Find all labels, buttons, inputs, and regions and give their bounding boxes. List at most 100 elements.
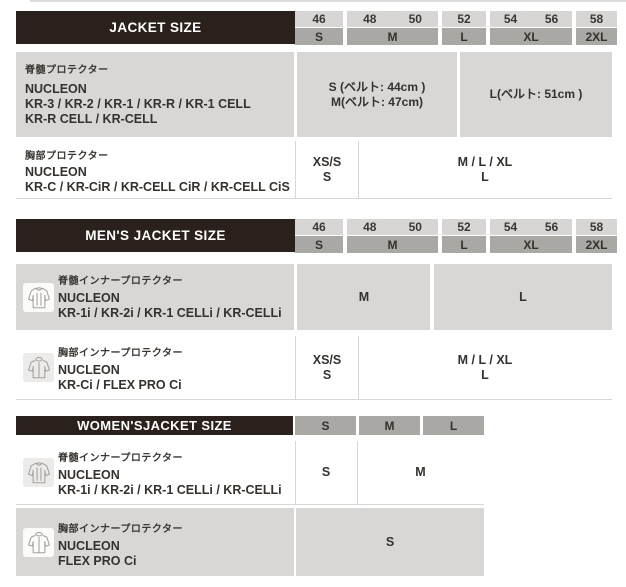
cell-divider: [295, 141, 296, 198]
cell-divider: [295, 336, 296, 399]
model-list: KR-C / KR-CiR / KR-CELL CiR / KR-CELL Ci…: [25, 180, 290, 194]
size-value: M: [415, 465, 426, 479]
s1-size-l: L: [442, 28, 486, 45]
jacket-back-icon: [23, 283, 54, 312]
cell-divider: [295, 441, 296, 504]
jacket-size-header: JACKET SIZE: [16, 11, 295, 44]
model-list: KR-3 / KR-2 / KR-1 / KR-R / KR-1 CELL: [25, 97, 251, 111]
size-value: S: [321, 465, 331, 479]
belt-size-m: M(ベルト: 47cm): [330, 94, 423, 109]
s2-num-48-50: 48 50: [347, 219, 438, 235]
spine-sm-size-cell: S (ベルト: 44cm ) M(ベルト: 47cm): [297, 52, 457, 137]
s2-size-l: L: [442, 236, 486, 253]
category-label: 胸部インナープロテクター: [58, 348, 183, 359]
cell-divider: [358, 141, 359, 198]
mens-spine-inner-label: 脊髄インナープロテクター NUCLEON KR-1i / KR-2i / KR-…: [58, 272, 282, 321]
cell-divider: [294, 264, 297, 330]
mens-spine-l-cell: L: [434, 264, 612, 330]
womens-jacket-size-title: WOMEN'SJACKET SIZE: [77, 418, 232, 433]
s2-num-46: 46: [295, 219, 343, 235]
chest-mlxl-cell: M / L / XL L: [358, 141, 612, 198]
category-label: 脊髄プロテクター: [25, 65, 109, 76]
s2-size-2xl: 2XL: [576, 236, 617, 253]
model-list: KR-1i / KR-2i / KR-1 CELLi / KR-CELLi: [58, 483, 282, 497]
s2-num-54-56: 54 56: [490, 219, 572, 235]
spine-protector-row: 脊髄プロテクター NUCLEON KR-3 / KR-2 / KR-1 / KR…: [16, 52, 612, 137]
brand-label: NUCLEON: [25, 82, 87, 96]
brand-label: NUCLEON: [58, 468, 120, 482]
size-value: S: [322, 169, 332, 184]
category-label: 脊髄インナープロテクター: [58, 453, 183, 464]
cell-divider: [294, 508, 296, 576]
size-value: M / L / XL: [457, 154, 513, 169]
category-label: 胸部プロテクター: [25, 151, 109, 162]
size-value: S: [322, 367, 332, 382]
size-value: L: [519, 289, 527, 304]
s1-num-52: 52: [442, 11, 486, 27]
womens-spine-m-cell: M: [357, 441, 484, 504]
cell-divider: [457, 52, 460, 137]
belt-size-s: S (ベルト: 44cm ): [328, 79, 426, 94]
s3-size-m: M: [359, 416, 420, 435]
model-list: KR-1i / KR-2i / KR-1 CELLi / KR-CELLi: [58, 306, 282, 320]
jacket-size-title: JACKET SIZE: [109, 20, 202, 35]
brand-label: NUCLEON: [58, 363, 120, 377]
belt-size-l: L(ベルト: 51cm ): [489, 87, 583, 101]
womens-spine-s-cell: S: [295, 441, 357, 504]
top-divider: [30, 0, 626, 2]
mens-chest-inner-row: 胸部インナープロテクター NUCLEON KR-Ci / FLEX PRO Ci…: [16, 336, 612, 400]
model-list: KR-R CELL / KR-CELL: [25, 112, 158, 126]
s3-size-s: S: [295, 416, 356, 435]
s1-num-48-50: 48 50: [347, 11, 438, 27]
spine-l-size-cell: L(ベルト: 51cm ): [460, 52, 612, 137]
mens-chest-mlxl-cell: M / L / XL L: [358, 336, 612, 399]
womens-spine-inner-label: 脊髄インナープロテクター NUCLEON KR-1i / KR-2i / KR-…: [58, 449, 282, 498]
brand-label: NUCLEON: [25, 165, 87, 179]
mens-spine-inner-row: 脊髄インナープロテクター NUCLEON KR-1i / KR-2i / KR-…: [16, 264, 612, 330]
womens-chest-inner-label: 胸部インナープロテクター NUCLEON FLEX PRO Ci: [58, 520, 183, 569]
chest-protector-row: 胸部プロテクター NUCLEON KR-C / KR-CiR / KR-CELL…: [16, 141, 612, 199]
mens-jacket-size-title: MEN'S JACKET SIZE: [85, 228, 226, 243]
size-value: L: [481, 169, 489, 184]
category-label: 脊髄インナープロテクター: [58, 276, 183, 287]
s1-size-m: M: [347, 28, 438, 45]
womens-chest-s-cell: S: [296, 508, 484, 576]
cell-divider: [357, 441, 358, 504]
s2-size-xl: XL: [490, 236, 572, 253]
womens-spine-inner-row: 脊髄インナープロテクター NUCLEON KR-1i / KR-2i / KR-…: [16, 441, 484, 505]
s1-num-58: 58: [576, 11, 617, 27]
s1-size-s: S: [295, 28, 343, 45]
size-value: S: [385, 534, 395, 549]
s2-size-m: M: [347, 236, 438, 253]
size-value: XS/S: [312, 352, 342, 367]
category-label: 胸部インナープロテクター: [58, 524, 183, 535]
s2-size-s: S: [295, 236, 343, 253]
size-value: M: [358, 289, 370, 304]
chest-protector-label: 胸部プロテクター NUCLEON KR-C / KR-CiR / KR-CELL…: [25, 147, 290, 195]
s2-num-58: 58: [576, 219, 617, 235]
s1-num-46: 46: [295, 11, 343, 27]
brand-label: NUCLEON: [58, 291, 120, 305]
womens-chest-inner-row: 胸部インナープロテクター NUCLEON FLEX PRO Ci S: [16, 508, 484, 576]
size-value: M / L / XL: [457, 352, 513, 367]
model-list: FLEX PRO Ci: [58, 554, 137, 568]
womens-jacket-size-header: WOMEN'SJACKET SIZE: [16, 416, 293, 435]
size-value: XS/S: [312, 154, 342, 169]
mens-spine-m-cell: M: [298, 264, 430, 330]
s1-size-xl: XL: [490, 28, 572, 45]
s1-num-54-56: 54 56: [490, 11, 572, 27]
mens-jacket-size-header: MEN'S JACKET SIZE: [16, 219, 295, 252]
cell-divider: [294, 52, 297, 137]
chest-xs-s-cell: XS/S S: [296, 141, 358, 198]
mens-chest-xs-s-cell: XS/S S: [296, 336, 358, 399]
mens-chest-inner-label: 胸部インナープロテクター NUCLEON KR-Ci / FLEX PRO Ci: [58, 344, 183, 393]
jacket-back-icon: [23, 458, 54, 487]
s2-num-52: 52: [442, 219, 486, 235]
s1-size-2xl: 2XL: [576, 28, 617, 45]
cell-divider: [430, 264, 434, 330]
cell-divider: [358, 336, 359, 399]
brand-label: NUCLEON: [58, 539, 120, 553]
spine-protector-label: 脊髄プロテクター NUCLEON KR-3 / KR-2 / KR-1 / KR…: [25, 61, 251, 127]
s3-size-l: L: [423, 416, 484, 435]
